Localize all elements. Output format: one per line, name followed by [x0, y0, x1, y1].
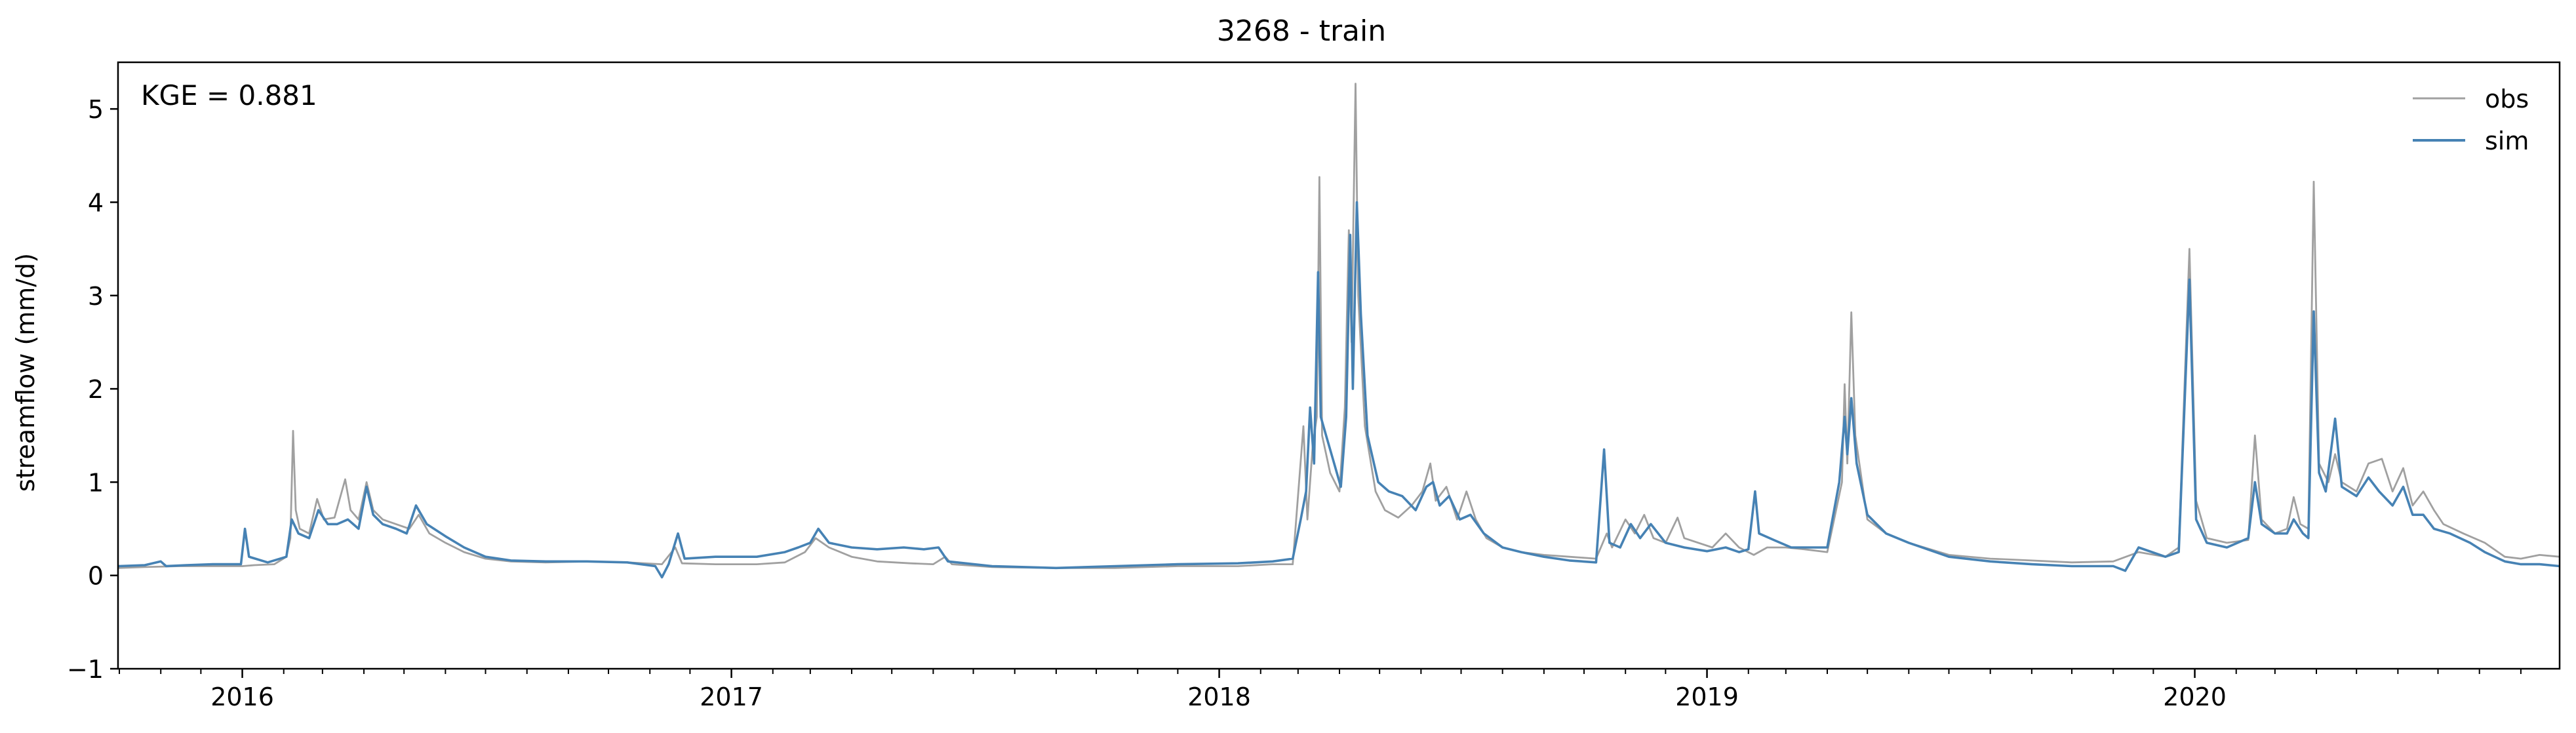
plot-area — [118, 83, 2560, 579]
legend: obs sim — [2413, 85, 2529, 155]
legend-label-obs: obs — [2485, 85, 2529, 113]
y-tick-label: 1 — [88, 468, 104, 497]
x-tick-label: 2017 — [700, 683, 763, 711]
y-tick-label: 0 — [88, 562, 104, 591]
chart-title: 3268 - train — [1217, 14, 1386, 48]
plot-frame — [117, 61, 2561, 670]
kge-annotation: KGE = 0.881 — [141, 79, 317, 111]
x-tick-label: 2019 — [1675, 683, 1739, 711]
y-tick-label: 5 — [88, 95, 104, 124]
y-tick-label: 2 — [88, 375, 104, 404]
x-tick-label: 2020 — [2163, 683, 2227, 711]
y-axis: −1 0 1 2 3 4 5 — [67, 95, 118, 684]
x-axis: 2016 2017 2018 2019 2020 — [119, 669, 2522, 711]
y-axis-label: streamflow (mm/d) — [11, 253, 40, 492]
series-layer — [118, 83, 2560, 579]
y-tick-label: 3 — [88, 282, 104, 311]
y-tick-label: 4 — [88, 188, 104, 217]
series-line-sim — [118, 201, 2560, 579]
x-tick-label: 2018 — [1187, 683, 1251, 711]
y-tick-label: −1 — [67, 655, 104, 684]
x-tick-label: 2016 — [210, 683, 274, 711]
legend-label-sim: sim — [2485, 127, 2529, 155]
